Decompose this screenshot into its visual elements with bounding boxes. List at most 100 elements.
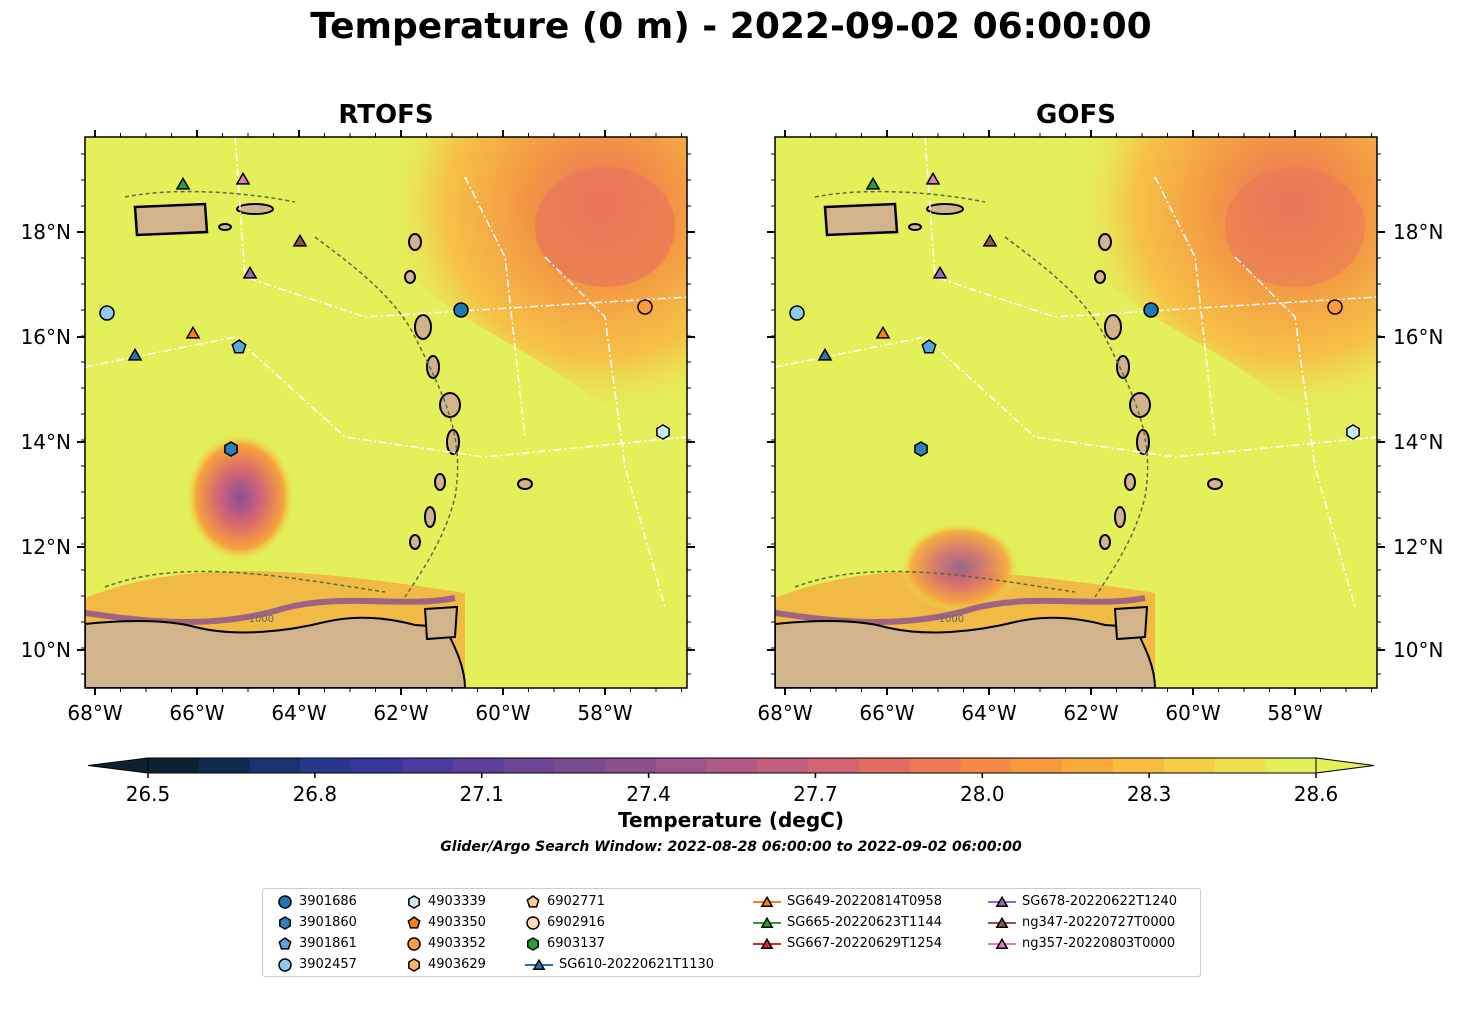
platform-marker <box>292 233 308 247</box>
lon-tick-label: 68°W <box>67 701 122 725</box>
colorbar-segment <box>148 758 200 773</box>
pentagon-marker-icon <box>278 936 292 950</box>
legend-entry: SG678-20220622T1240 <box>988 892 1177 912</box>
lat-tick-label: 14°N <box>21 430 71 454</box>
colorbar-tick-label: 26.8 <box>293 782 338 806</box>
eez-boundary <box>1154 176 1216 438</box>
platform-marker <box>865 176 881 190</box>
colorbar-segment <box>198 758 251 773</box>
antilles-island <box>1099 534 1111 550</box>
legend-label: 3901686 <box>299 894 357 909</box>
colorbar-segment <box>757 758 809 773</box>
legend-marker <box>278 936 292 950</box>
lat-tick-label: 10°N <box>21 638 71 662</box>
colorbar-segment <box>605 758 657 773</box>
circle-marker-icon <box>278 894 292 909</box>
map-frame <box>774 136 1378 689</box>
map-frame <box>84 136 688 689</box>
legend-label: 4903339 <box>428 894 486 909</box>
antilles-island <box>408 233 422 251</box>
legend-entry: SG649-20220814T0958 <box>753 892 942 912</box>
eez-boundary <box>775 336 1377 458</box>
legend-marker <box>995 916 1009 928</box>
legend-marker <box>408 957 420 972</box>
lon-tick-label: 62°W <box>373 701 428 725</box>
colorbar-segment <box>909 758 962 773</box>
antilles-island <box>426 355 440 379</box>
map-panel-gofs: -1000 68°W 66°W 64°W 62°W 60°W 58°W 18°N 16°N 14°… <box>757 130 1443 725</box>
puerto-rico-island <box>823 202 899 237</box>
legend-label: 6902916 <box>547 915 605 930</box>
legend-entry: SG665-20220623T1144 <box>753 913 942 933</box>
legend-label: 6902771 <box>547 894 605 909</box>
colorbar-segment <box>1163 758 1215 773</box>
legend-marker <box>527 936 539 951</box>
legend-marker <box>407 915 421 929</box>
colorbar-label: Temperature (degC) <box>618 808 844 832</box>
legend-entry: ng357-20220803T0000 <box>988 934 1175 954</box>
eez-boundary <box>544 256 666 608</box>
platform-marker <box>875 325 891 339</box>
platform-marker <box>185 325 201 339</box>
colorbar-segment <box>249 758 301 773</box>
legend-entry: SG610-20220621T1130 <box>525 955 714 975</box>
legend-entry: 6902771 <box>525 892 605 912</box>
colorbar-segment <box>1011 758 1063 773</box>
hexagon-marker-icon <box>279 915 291 930</box>
colorbar-tick-label: 27.4 <box>626 782 671 806</box>
colorbar-segment <box>1062 758 1114 773</box>
platform-marker <box>925 171 941 185</box>
lon-tick-label: 58°W <box>577 701 632 725</box>
colorbar-tick-label: 26.5 <box>126 782 171 806</box>
eez-boundary <box>234 137 687 318</box>
lat-tick-label: 18°N <box>21 220 71 244</box>
legend-marker <box>526 894 540 908</box>
platform-marker <box>453 302 469 318</box>
puerto-rico-island <box>133 202 209 237</box>
legend-entry: 6903137 <box>525 934 605 954</box>
lat-tick-label: 12°N <box>1393 535 1443 559</box>
warm-core <box>535 167 675 287</box>
lon-tick-label: 60°W <box>1165 701 1220 725</box>
colorbar-tick-label: 27.7 <box>793 782 838 806</box>
antilles-island <box>926 203 964 215</box>
warm-core <box>1225 167 1365 287</box>
legend: 3901686 3901860 3901861 3902457 4903339 49033… <box>262 888 1201 977</box>
search-window-caption: Glider/Argo Search Window: 2022-08-28 06… <box>440 839 1022 855</box>
antilles-island <box>409 534 421 550</box>
platform-marker <box>1327 299 1343 315</box>
colorbar-segment <box>1112 758 1165 773</box>
colorbar-segment <box>706 758 758 773</box>
map-panel-rtofs: -1000 68°W 66°W 64°W 62°W 60°W 58°W 18°N 16°N 14°… <box>21 130 695 725</box>
colorbar-segment <box>1265 758 1317 773</box>
legend-label: ng347-20220727T0000 <box>1022 915 1176 930</box>
antilles-island <box>1114 506 1126 528</box>
trinidad-island <box>1113 605 1149 641</box>
legend-label: 4903352 <box>428 936 486 951</box>
lon-tick-label: 66°W <box>859 701 914 725</box>
lon-tick-label: 64°W <box>961 701 1016 725</box>
platform-marker <box>235 171 251 185</box>
legend-marker <box>995 937 1009 949</box>
legend-label: 3901860 <box>299 915 357 930</box>
legend-entry: ng347-20220727T0000 <box>988 913 1175 933</box>
antilles-island <box>434 473 446 491</box>
legend-marker <box>760 937 774 949</box>
legend-entry: 6902916 <box>525 913 605 933</box>
eddy-feature <box>185 432 295 562</box>
lon-tick-label: 58°W <box>1267 701 1322 725</box>
lon-tick-label: 62°W <box>1063 701 1118 725</box>
legend-label: SG649-20220814T0958 <box>787 894 943 909</box>
legend-label: SG667-20220629T1254 <box>787 936 943 951</box>
platform-marker <box>175 176 191 190</box>
platform-marker <box>99 305 115 321</box>
legend-marker <box>995 895 1009 907</box>
lat-tick-label: 10°N <box>1393 638 1443 662</box>
colorbar-tick-label: 28.0 <box>960 782 1005 806</box>
legend-label: 6903137 <box>547 936 605 951</box>
contour-label: -1000 <box>935 614 964 625</box>
legend-entry: 3902457 <box>277 955 357 975</box>
colorbar-segment <box>960 758 1012 773</box>
legend-label: ng357-20220803T0000 <box>1022 936 1176 951</box>
